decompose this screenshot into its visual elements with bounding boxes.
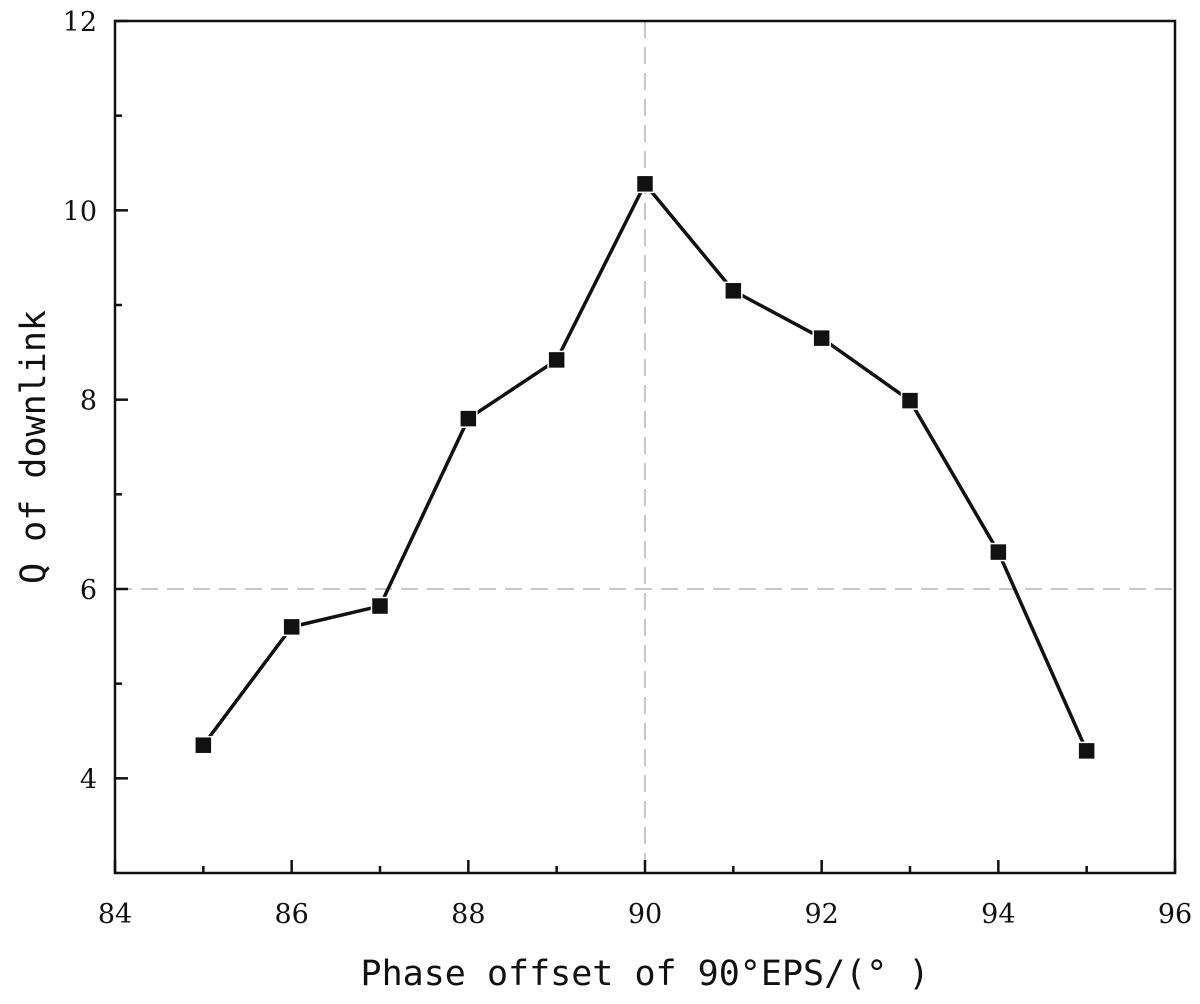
x-tick-label: 90 (628, 899, 662, 930)
y-tick-label: 12 (63, 7, 97, 38)
y-axis-title: Q of downlink (14, 310, 54, 584)
x-tick-label: 94 (981, 899, 1015, 930)
axis-ticks (113, 19, 1177, 873)
x-tick-label: 96 (1158, 899, 1192, 930)
data-point-marker (194, 735, 213, 755)
data-point-marker (812, 328, 831, 348)
x-tick-label: 92 (804, 899, 838, 930)
data-point-marker (635, 174, 655, 194)
y-tick-label: 4 (80, 764, 97, 795)
data-point-marker (989, 542, 1008, 562)
data-point-marker (1077, 741, 1096, 761)
tick-labels: 84 86 88 90 92 94 96 4 6 8 10 12 (63, 7, 1193, 930)
data-point-marker (282, 617, 301, 637)
series-layer (194, 174, 1096, 761)
data-point-marker (900, 391, 920, 410)
reference-lines (115, 21, 1175, 873)
data-point-marker (724, 281, 743, 301)
x-tick-label: 88 (451, 899, 485, 930)
x-tick-label: 86 (274, 899, 308, 930)
data-point-marker (547, 350, 566, 370)
x-axis-title: Phase offset of 90°EPS/(° ) (361, 954, 930, 994)
x-tick-label: 84 (98, 899, 132, 930)
y-tick-label: 8 (80, 386, 97, 417)
y-tick-label: 10 (63, 196, 97, 227)
data-point-marker (370, 596, 390, 616)
data-point-marker (459, 409, 478, 428)
y-tick-label: 6 (80, 575, 97, 606)
